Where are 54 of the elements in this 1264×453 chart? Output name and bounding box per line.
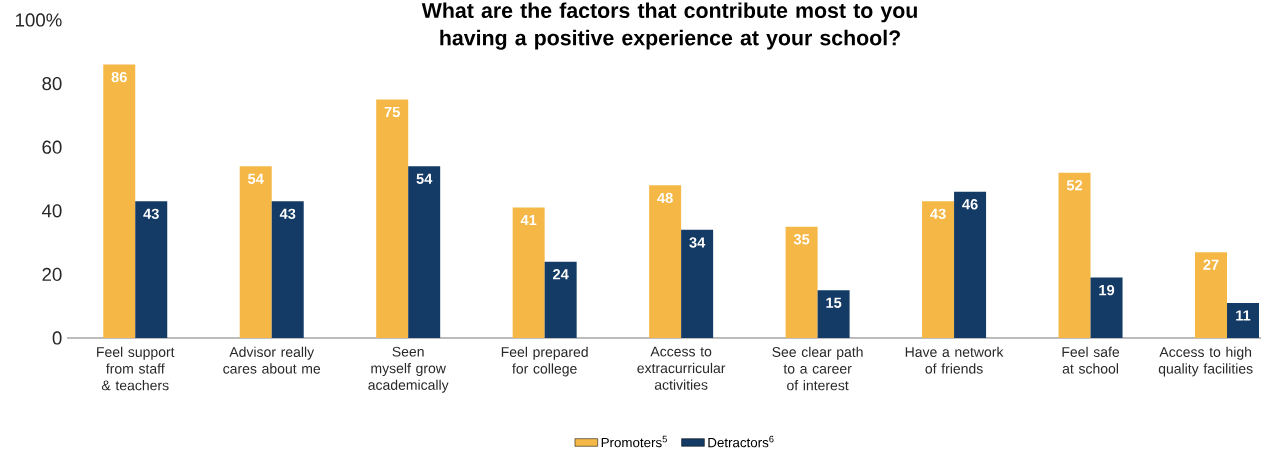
data-label: 19	[1099, 284, 1115, 296]
x-tick-label: Have a network of friends	[905, 346, 1004, 374]
bar	[649, 185, 682, 338]
x-tick-label: Feel support from staff & teachers	[97, 346, 175, 391]
legend-label: Promoters$^{5}$	[601, 435, 667, 448]
data-label: 27	[1203, 259, 1219, 270]
data-label: 35	[793, 234, 810, 245]
bar	[103, 64, 136, 338]
bar	[922, 201, 955, 338]
bar	[785, 226, 818, 338]
x-tick-label: Access to high quality facilities	[1158, 346, 1253, 377]
bar	[544, 261, 577, 338]
bar	[1058, 172, 1091, 338]
data-label: 11	[1236, 310, 1251, 321]
y-tick-label: 20	[42, 267, 62, 281]
x-tick-label: Feel prepared for college	[501, 346, 588, 377]
bar	[681, 229, 714, 338]
bar	[271, 201, 304, 338]
y-tick-label: 100%	[15, 13, 62, 27]
bar	[1195, 252, 1228, 338]
bar	[512, 207, 545, 338]
data-label: 15	[826, 297, 842, 308]
data-label: 34	[689, 237, 706, 248]
data-label: 52	[1066, 180, 1083, 191]
data-label: 43	[930, 208, 946, 220]
data-label: 54	[416, 173, 433, 184]
y-tick-label: 40	[41, 204, 62, 218]
chart-title: What are the factors that contribute most to you having a positive experience at your school?	[421, 2, 917, 50]
data-label: 75	[384, 106, 400, 118]
bar	[817, 290, 850, 338]
x-tick-label: Access to extracurricular activities	[637, 346, 726, 390]
bar	[954, 191, 987, 338]
legend-label: Detractors$^{6}$	[708, 435, 774, 448]
bar	[1090, 277, 1123, 338]
data-label: 48	[657, 192, 673, 204]
bar	[135, 201, 168, 338]
data-label: 46	[962, 199, 978, 210]
data-label: 54	[248, 173, 264, 184]
x-tick-label: Seen myself grow academically	[368, 346, 449, 393]
data-label: 24	[553, 269, 569, 280]
bar	[239, 166, 272, 338]
y-tick-label: 80	[42, 76, 62, 91]
data-label: 43	[143, 208, 159, 220]
data-label: 86	[111, 71, 127, 83]
y-tick-label: 60	[42, 140, 62, 154]
bar	[408, 166, 441, 338]
x-tick-label: Feel safe at school	[1062, 346, 1120, 374]
x-tick-label: Advisor really cares about me	[223, 346, 321, 374]
data-label: 41	[520, 215, 537, 226]
bar	[376, 99, 409, 338]
y-tick-label: 0	[52, 331, 62, 345]
bar	[1227, 303, 1260, 338]
data-label: 43	[279, 208, 296, 220]
x-tick-label: See clear path to a career of interest	[772, 346, 863, 391]
